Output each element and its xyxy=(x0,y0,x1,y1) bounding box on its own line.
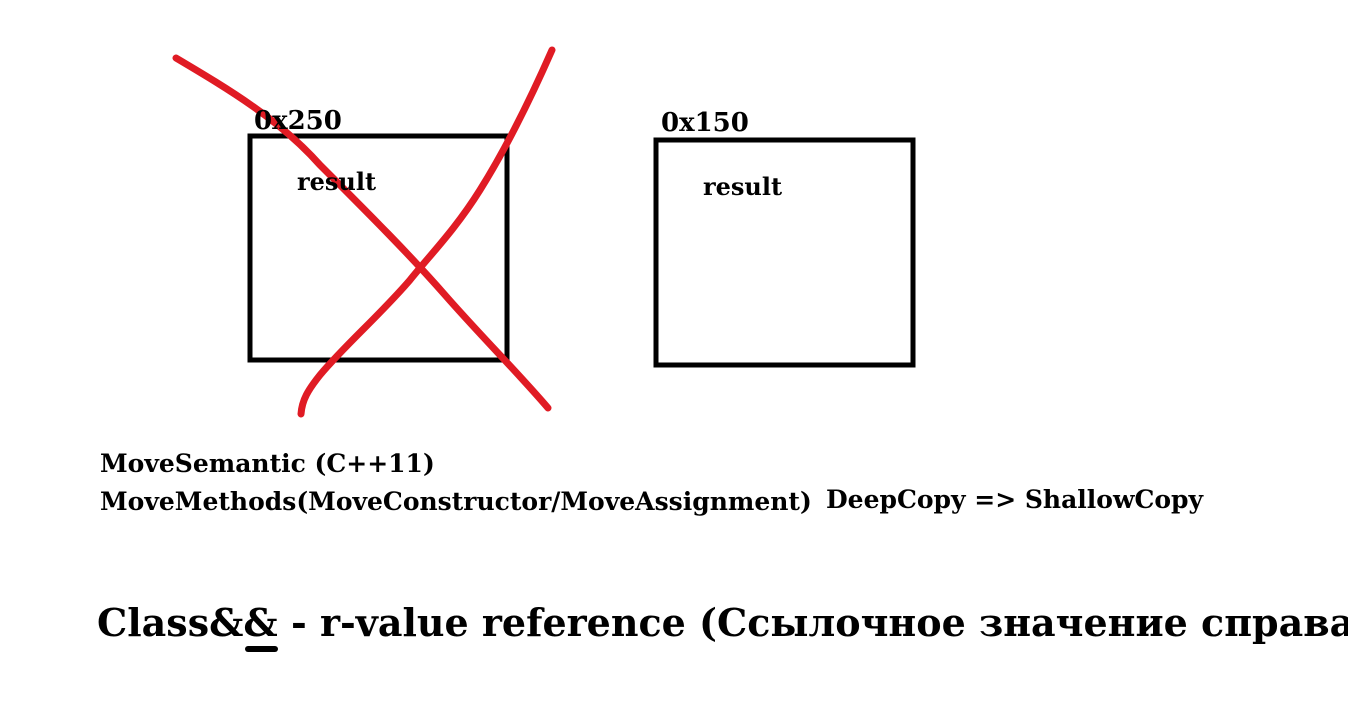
caption-suffix: - r-value reference (Ссылочное значение … xyxy=(277,600,1348,645)
left-box-address: 0x250 xyxy=(254,106,342,136)
copy-note: DeepCopy => ShallowCopy xyxy=(826,485,1204,514)
caption-underlined-text: & xyxy=(243,600,278,645)
caption-underlined-ampersand: & xyxy=(243,604,278,652)
move-semantic-note: MoveSemantic (C++11) xyxy=(100,449,435,478)
right-box-label: result xyxy=(703,172,783,201)
left-box-label: result xyxy=(297,167,377,196)
rvalue-reference-caption: Class&& - r-value reference (Ссылочное з… xyxy=(97,604,1348,652)
memory-box-right xyxy=(653,137,916,368)
caption-prefix: Class& xyxy=(97,600,244,645)
move-methods-note: MoveMethods(MoveConstructor/MoveAssignme… xyxy=(100,487,812,516)
right-box-address: 0x150 xyxy=(661,108,749,138)
cross-stroke-2 xyxy=(297,46,556,418)
cross-stroke-1 xyxy=(172,54,552,412)
handwritten-underline-mark xyxy=(245,646,278,652)
memory-box-left xyxy=(247,133,510,363)
